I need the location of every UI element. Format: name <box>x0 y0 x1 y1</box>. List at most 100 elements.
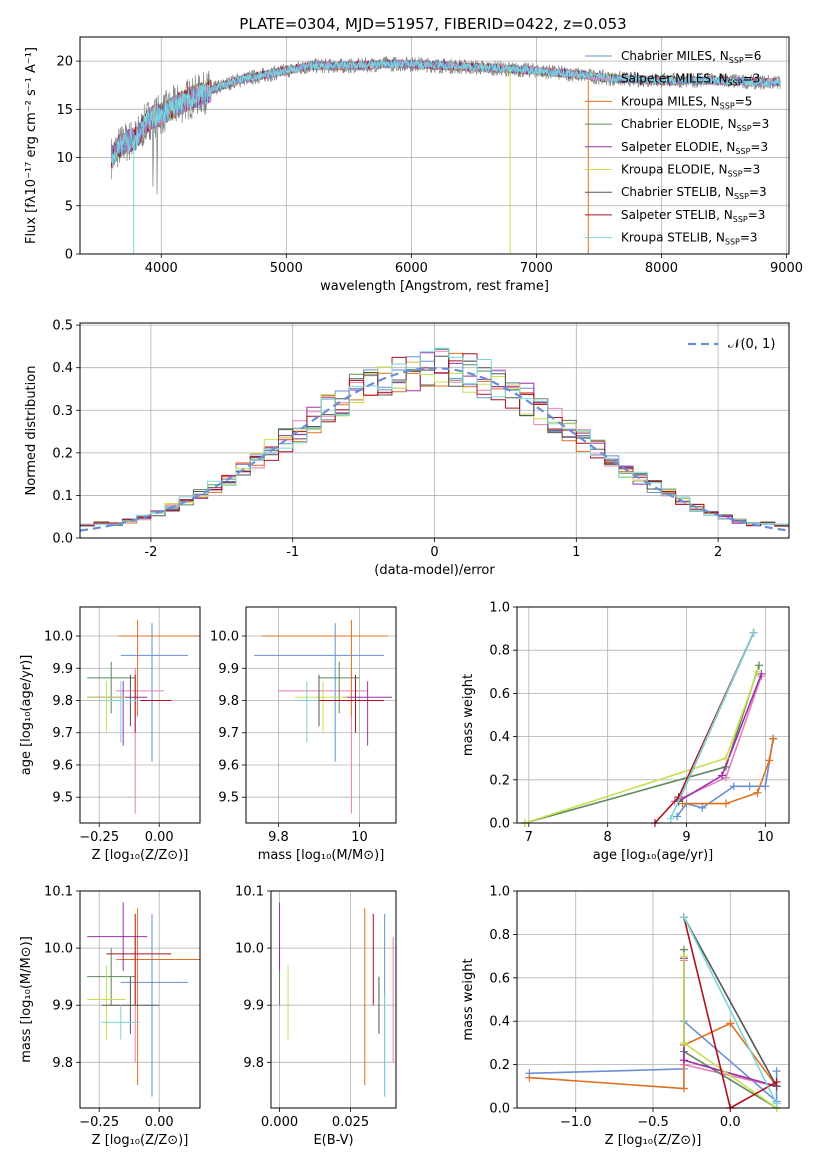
x-tick-label: 0.025 <box>332 1115 369 1130</box>
y-axis-label: Flux [fλ10⁻¹⁷ erg cm⁻² s⁻¹ A⁻¹] <box>24 47 39 244</box>
mass-vs-metallicity-panel: −0.25 0.00 9.8 9.9 10.0 10.1 Z [log₁₀(Z/Z⊙)] ma… <box>19 885 201 1148</box>
mass-vs-ebv-panel: 0.000 0.025 9.8 9.9 10.0 10.1 E(B-V) <box>235 885 397 1148</box>
x-tick-label: 4000 <box>145 261 178 276</box>
legend-label: 𝒩(0, 1) <box>728 337 775 352</box>
x-tick-label: 8 <box>604 830 612 845</box>
mass-weight-marker <box>698 803 707 812</box>
y-tick-label: 0.6 <box>489 971 510 986</box>
y-tick-label: 9.5 <box>218 791 239 806</box>
mass-weight-marker <box>755 661 764 670</box>
legend-subscript: SSP <box>720 101 735 110</box>
legend-label: Chabrier STELIB, NSSP=3 <box>621 185 767 201</box>
mass-weight-line-KE <box>524 671 759 824</box>
legend-label: Salpeter MILES, NSSP=3 <box>621 72 760 88</box>
y-tick-label: 0.2 <box>489 773 510 788</box>
x-tick-label: 0 <box>430 545 438 560</box>
y-tick-label: 0.0 <box>489 1102 510 1117</box>
y-tick-label: 0.1 <box>52 489 73 504</box>
legend-tail: =3 <box>743 163 761 177</box>
errorbar-KE <box>294 681 348 733</box>
x-tick-label: 9.8 <box>268 830 289 845</box>
legend-tail: =3 <box>749 185 767 199</box>
mass-weight-vs-age-panel: 7 8 9 10 0.0 0.2 0.4 0.6 0.8 1.0 age [log₁₀(age/yr… <box>461 601 790 863</box>
legend-tail: =3 <box>750 140 768 154</box>
x-tick-label: 8000 <box>645 261 678 276</box>
x-tick-label: 10 <box>757 830 774 845</box>
y-tick-label: 0.2 <box>489 1058 510 1073</box>
y-tick-label: 10.1 <box>235 885 264 900</box>
normal-curve <box>79 367 790 532</box>
mass-weight-marker <box>721 754 730 763</box>
y-tick-label: 9.9 <box>52 999 73 1014</box>
y-tick-label: 20 <box>56 55 73 70</box>
legend-subscript: SSP <box>733 215 748 224</box>
mass-weight-marker <box>757 669 766 678</box>
errorbar-SE <box>343 681 392 746</box>
axes-frame <box>79 890 201 1109</box>
x-tick-label: −0.25 <box>79 830 119 845</box>
axes-frame <box>270 890 397 1109</box>
grid <box>271 890 396 1108</box>
x-axis-label: Z [log₁₀(Z/Z⊙)] <box>92 1133 189 1148</box>
mass-weight-marker <box>721 773 730 782</box>
legend-label: Salpeter ELODIE, NSSP=3 <box>621 140 768 156</box>
y-tick-label: 0.2 <box>52 446 73 461</box>
y-tick-label: 1.0 <box>489 601 510 616</box>
axes-frame <box>79 36 790 255</box>
axes-frame <box>79 322 790 539</box>
x-tick-label: 0.00 <box>145 830 174 845</box>
y-tick-label: 10.0 <box>44 630 73 645</box>
errorbar-KE <box>87 681 126 733</box>
mass-weight-marker <box>772 1099 781 1108</box>
x-axis-label: (data-model)/error <box>374 563 495 578</box>
errorbar-KS <box>101 1005 140 1040</box>
errorbar-SS <box>106 913 172 1006</box>
legend-label: Kroupa MILES, NSSP=5 <box>621 94 752 110</box>
mass-weight-line-KS <box>669 632 755 820</box>
legend-subscript: SSP <box>728 170 743 179</box>
errorbar-KS <box>101 681 140 743</box>
mass-weight-marker <box>749 628 758 637</box>
y-tick-label: 9.8 <box>52 694 73 709</box>
x-tick-label: 0.0 <box>720 1115 741 1130</box>
x-tick-label: −0.25 <box>79 1115 119 1130</box>
x-tick-label: 9 <box>682 830 690 845</box>
mass-weight-marker <box>679 1038 688 1047</box>
y-tick-label: 10.0 <box>44 942 73 957</box>
mass-weight-marker <box>753 788 762 797</box>
mass-weight-line-CE <box>524 665 760 824</box>
y-tick-label: 9.9 <box>52 662 73 677</box>
x-tick-label: 7000 <box>520 261 553 276</box>
y-tick-label: 9.9 <box>243 999 264 1014</box>
y-tick-label: 9.6 <box>218 758 239 773</box>
mass-weight-line-KS <box>683 916 778 1105</box>
errorbar-KM <box>118 908 200 1086</box>
legend-subscript: SSP <box>729 56 744 65</box>
mass-weight-marker <box>726 1019 735 1028</box>
y-tick-label: 15 <box>56 103 73 118</box>
model-spectrum-KS <box>110 58 781 168</box>
mass-weight-marker <box>679 952 688 961</box>
x-tick-label: 0.000 <box>261 1115 298 1130</box>
errorbar-CE <box>87 948 136 1006</box>
x-tick-label: −0.5 <box>637 1115 669 1130</box>
mass-weight-marker <box>761 782 770 791</box>
grid <box>246 607 396 823</box>
x-axis-label: mass [log₁₀(M/M⊙)] <box>258 848 385 863</box>
mass-weight-marker <box>679 913 688 922</box>
legend-tail: =3 <box>752 117 770 131</box>
x-tick-label: 2 <box>714 545 722 560</box>
figure-title: PLATE=0304, MJD=51957, FIBERID=0422, z=0… <box>239 15 626 33</box>
errorbar-CE <box>318 661 360 714</box>
y-tick-label: 10 <box>56 151 73 166</box>
x-axis-label: Z [log₁₀(Z/Z⊙)] <box>92 848 189 863</box>
mass-weight-marker <box>721 799 730 808</box>
axes-frame <box>245 606 397 824</box>
y-tick-label: 9.9 <box>218 662 239 677</box>
y-tick-label: 10.0 <box>235 942 264 957</box>
x-axis-label: E(B-V) <box>313 1133 353 1148</box>
errorbar-CE <box>87 661 136 714</box>
y-tick-label: 9.8 <box>52 1056 73 1071</box>
y-tick-label: 9.8 <box>243 1056 264 1071</box>
y-tick-label: 10.0 <box>210 630 239 645</box>
